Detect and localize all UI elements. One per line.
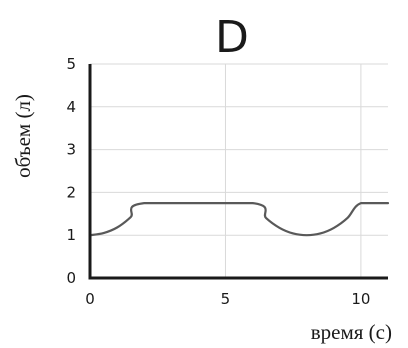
axes xyxy=(88,64,388,280)
x-tick-label: 5 xyxy=(221,290,231,308)
y-tick-label: 3 xyxy=(66,141,76,159)
grid xyxy=(90,63,388,278)
chart-title: D xyxy=(215,12,249,63)
y-tick-label: 5 xyxy=(66,55,76,73)
y-tick-label: 1 xyxy=(66,226,76,244)
x-tick-label: 0 xyxy=(85,290,95,308)
y-tick-label: 4 xyxy=(66,98,76,116)
y-tick-label: 0 xyxy=(66,269,76,287)
y-axis-label: объем (л) xyxy=(11,94,35,178)
series-line xyxy=(88,202,390,237)
tick-labels: 0 1 2 3 4 5 0 5 10 xyxy=(66,55,370,308)
x-axis-label: время (с) xyxy=(311,320,392,344)
series-layer xyxy=(88,202,390,237)
x-tick-label: 10 xyxy=(351,290,370,308)
y-tick-label: 2 xyxy=(66,183,76,201)
